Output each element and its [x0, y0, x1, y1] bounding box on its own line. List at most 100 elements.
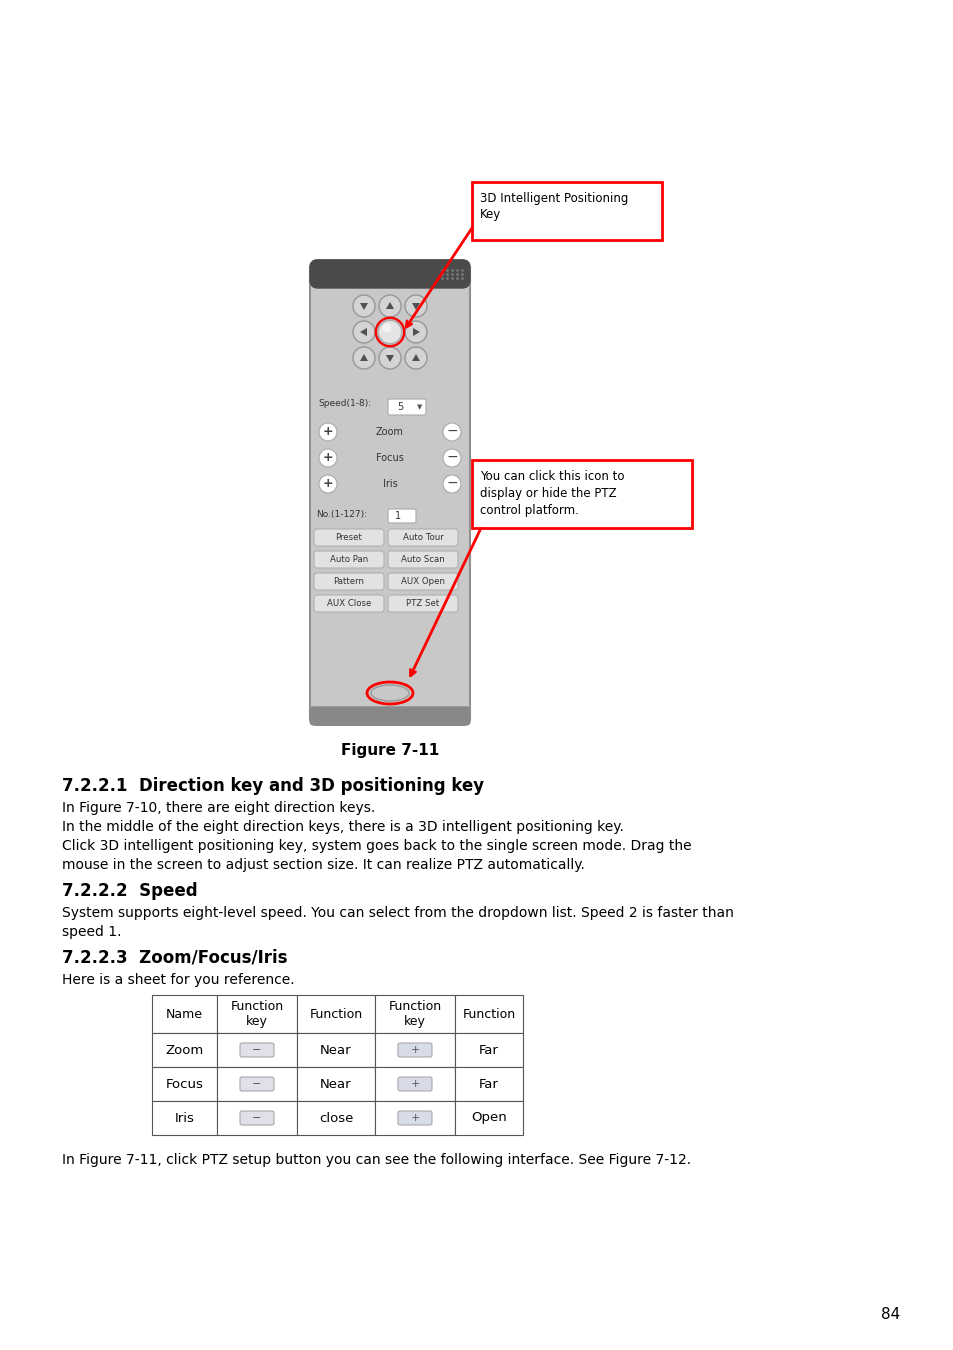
FancyBboxPatch shape	[310, 261, 470, 725]
Text: Figure 7-11: Figure 7-11	[340, 743, 438, 757]
Circle shape	[318, 450, 336, 467]
Text: You can click this icon to: You can click this icon to	[479, 470, 624, 483]
Polygon shape	[386, 302, 394, 309]
Bar	[455, 995, 522, 1033]
Bar	[216, 1066, 296, 1102]
Text: +: +	[322, 477, 333, 490]
Bar	[472, 182, 661, 240]
Text: In the middle of the eight direction keys, there is a 3D intelligent positioning: In the middle of the eight direction key…	[62, 819, 623, 834]
Text: speed 1.: speed 1.	[62, 925, 121, 940]
Polygon shape	[412, 302, 419, 311]
Text: Zoom: Zoom	[165, 1044, 203, 1057]
FancyBboxPatch shape	[314, 529, 384, 545]
Text: In Figure 7-10, there are eight direction keys.: In Figure 7-10, there are eight directio…	[62, 801, 375, 815]
Bar	[455, 1066, 522, 1102]
Bar	[216, 995, 296, 1033]
Text: System supports eight-level speed. You can select from the dropdown list. Speed : System supports eight-level speed. You c…	[62, 906, 733, 919]
Bar	[152, 1102, 216, 1135]
Text: Far: Far	[478, 1077, 498, 1091]
Text: Auto Tour: Auto Tour	[402, 533, 443, 541]
FancyBboxPatch shape	[388, 400, 426, 414]
Text: 7.2.2.2  Speed: 7.2.2.2 Speed	[62, 882, 197, 900]
Text: Auto Scan: Auto Scan	[400, 555, 444, 564]
FancyBboxPatch shape	[314, 595, 384, 612]
FancyBboxPatch shape	[388, 509, 416, 522]
Text: +: +	[322, 425, 333, 437]
Text: Auto Pan: Auto Pan	[330, 555, 368, 564]
Text: 1: 1	[395, 512, 400, 521]
Text: Click 3D intelligent positioning key, system goes back to the single screen mode: Click 3D intelligent positioning key, sy…	[62, 838, 691, 853]
Text: +: +	[322, 451, 333, 464]
Circle shape	[378, 347, 400, 369]
FancyBboxPatch shape	[314, 572, 384, 590]
Circle shape	[405, 321, 427, 343]
Text: +: +	[410, 1045, 419, 1054]
Text: Open: Open	[471, 1111, 506, 1125]
Text: −: −	[252, 1112, 261, 1123]
Polygon shape	[359, 354, 368, 360]
FancyBboxPatch shape	[310, 707, 470, 725]
FancyBboxPatch shape	[397, 1044, 432, 1057]
Circle shape	[377, 320, 401, 344]
Text: Focus: Focus	[166, 1077, 203, 1091]
Text: −: −	[446, 477, 457, 490]
FancyBboxPatch shape	[388, 551, 457, 568]
Circle shape	[353, 296, 375, 317]
Bar	[455, 1102, 522, 1135]
Circle shape	[382, 324, 391, 332]
Text: −: −	[446, 424, 457, 437]
Circle shape	[353, 347, 375, 369]
Text: display or hide the PTZ: display or hide the PTZ	[479, 487, 616, 500]
Text: +: +	[410, 1112, 419, 1123]
Bar	[455, 1033, 522, 1066]
Text: Far: Far	[478, 1044, 498, 1057]
Text: close: close	[318, 1111, 353, 1125]
Polygon shape	[359, 328, 367, 336]
Circle shape	[442, 423, 460, 441]
Circle shape	[405, 296, 427, 317]
Bar	[296, 995, 375, 1033]
Text: Near: Near	[320, 1044, 352, 1057]
Text: Function
key: Function key	[388, 1000, 441, 1027]
Bar	[472, 460, 691, 528]
Text: Pattern: Pattern	[334, 576, 364, 586]
Circle shape	[353, 321, 375, 343]
Text: +: +	[410, 1079, 419, 1089]
Text: Near: Near	[320, 1077, 352, 1091]
FancyBboxPatch shape	[388, 595, 457, 612]
Text: Focus: Focus	[375, 454, 403, 463]
Bar	[296, 1033, 375, 1066]
Polygon shape	[386, 355, 394, 362]
Text: 3D Intelligent Positioning: 3D Intelligent Positioning	[479, 192, 628, 205]
Bar	[296, 1066, 375, 1102]
Text: −: −	[446, 450, 457, 464]
Text: 7.2.2.1  Direction key and 3D positioning key: 7.2.2.1 Direction key and 3D positioning…	[62, 778, 483, 795]
Text: 5: 5	[396, 402, 403, 412]
Text: −: −	[252, 1045, 261, 1054]
Text: Function
key: Function key	[231, 1000, 283, 1027]
Text: In Figure 7-11, click PTZ setup button you can see the following interface. See : In Figure 7-11, click PTZ setup button y…	[62, 1153, 690, 1166]
Bar	[375, 1102, 455, 1135]
Bar	[216, 1102, 296, 1135]
Circle shape	[378, 296, 400, 317]
Text: No.(1-127):: No.(1-127):	[315, 509, 367, 518]
Text: Speed(1-8):: Speed(1-8):	[317, 400, 371, 409]
Ellipse shape	[371, 684, 409, 701]
Text: Here is a sheet for you reference.: Here is a sheet for you reference.	[62, 973, 294, 987]
Text: Function: Function	[462, 1007, 515, 1021]
Circle shape	[318, 475, 336, 493]
Circle shape	[442, 450, 460, 467]
Polygon shape	[412, 354, 419, 360]
FancyBboxPatch shape	[388, 529, 457, 545]
Polygon shape	[413, 328, 419, 336]
Text: Iris: Iris	[382, 479, 397, 489]
Bar	[375, 995, 455, 1033]
Text: Name: Name	[166, 1007, 203, 1021]
FancyBboxPatch shape	[240, 1044, 274, 1057]
Circle shape	[405, 347, 427, 369]
FancyBboxPatch shape	[397, 1077, 432, 1091]
Text: Key: Key	[479, 208, 500, 221]
FancyBboxPatch shape	[397, 1111, 432, 1125]
Text: Zoom: Zoom	[375, 427, 403, 437]
Text: mouse in the screen to adjust section size. It can realize PTZ automatically.: mouse in the screen to adjust section si…	[62, 859, 584, 872]
